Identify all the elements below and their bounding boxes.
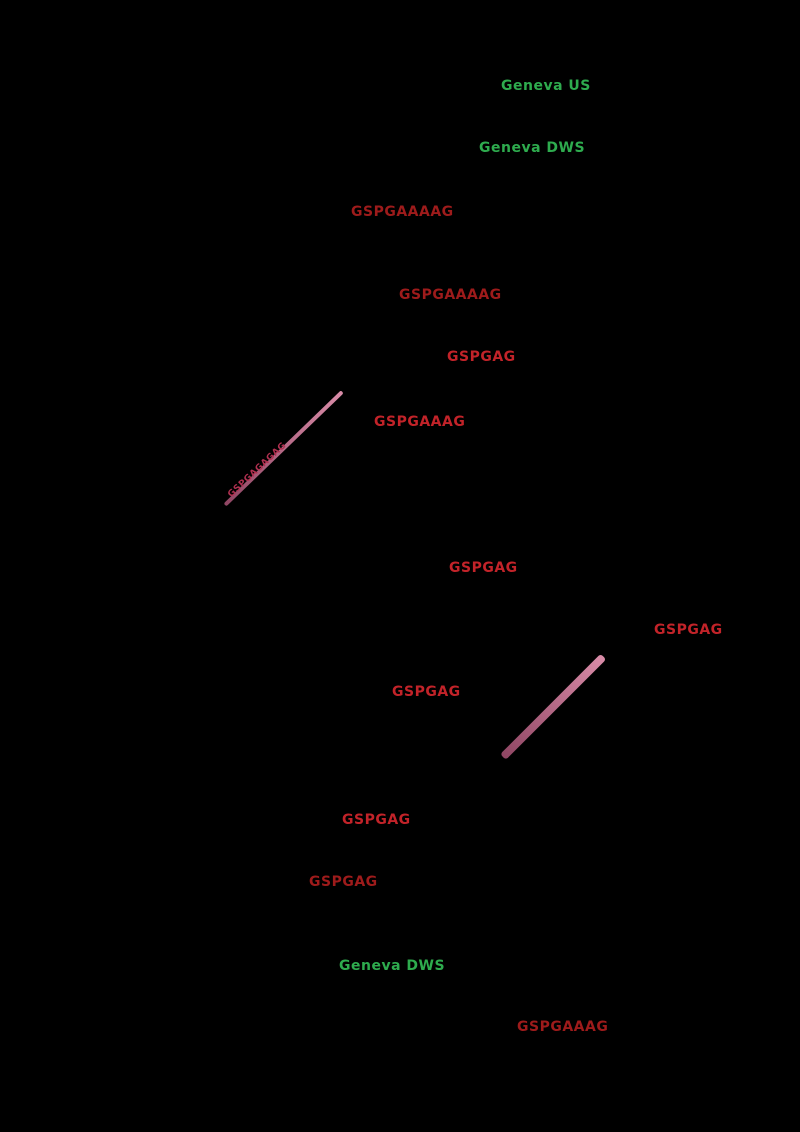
label-motif-5: GSPGAG bbox=[449, 560, 518, 576]
diagonal-line-lower bbox=[500, 653, 607, 760]
label-motif-3: GSPGAG bbox=[447, 349, 516, 365]
label-motif-2: GSPGAAAAG bbox=[399, 287, 502, 303]
label-green-top: Geneva US bbox=[501, 78, 591, 94]
label-motif-9: GSPGAG bbox=[309, 874, 378, 890]
label-green-mid: Geneva DWS bbox=[479, 140, 586, 156]
label-motif-4: GSPGAAAG bbox=[374, 414, 466, 430]
label-green-bottom: Geneva DWS bbox=[339, 958, 446, 974]
label-motif-6: GSPGAG bbox=[654, 622, 723, 638]
label-motif-7: GSPGAG bbox=[392, 684, 461, 700]
label-motif-1: GSPGAAAAG bbox=[351, 204, 454, 220]
label-motif-10: GSPGAAAG bbox=[517, 1019, 609, 1035]
label-motif-8: GSPGAG bbox=[342, 812, 411, 828]
label-rotated-motif: GSPGAGAGAG bbox=[226, 440, 289, 500]
